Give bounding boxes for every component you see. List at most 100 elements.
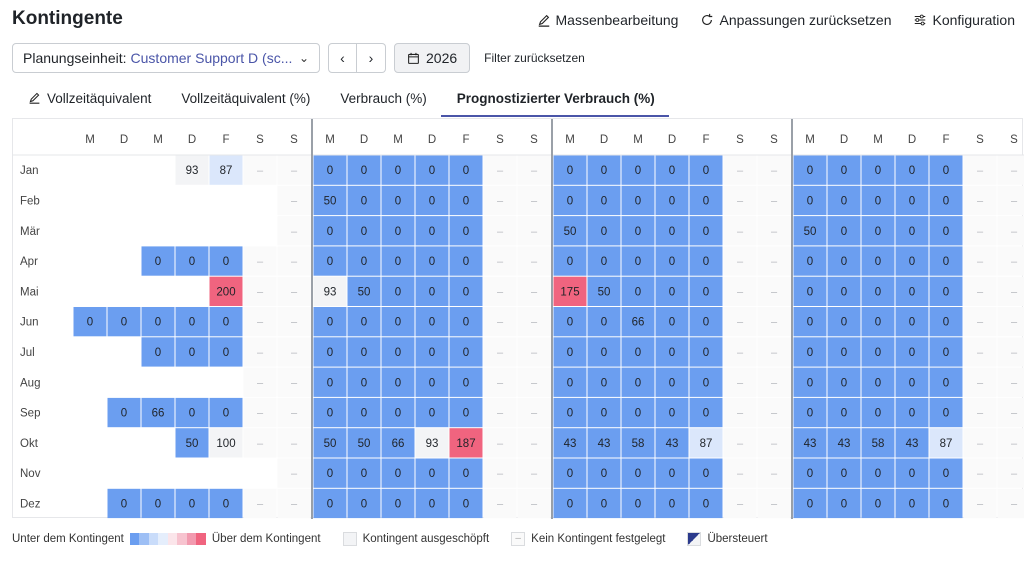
- grid-cell-empty[interactable]: [243, 397, 277, 428]
- grid-cell[interactable]: [175, 155, 209, 185]
- grid-cell-empty[interactable]: [757, 155, 791, 185]
- grid-cell[interactable]: [793, 307, 827, 337]
- grid-cell[interactable]: [553, 185, 587, 216]
- grid-cell[interactable]: [381, 428, 415, 458]
- grid-cell[interactable]: [793, 246, 827, 276]
- grid-cell[interactable]: [793, 458, 827, 488]
- grid-cell-empty[interactable]: [483, 488, 517, 519]
- grid-cell[interactable]: [415, 458, 449, 488]
- grid-cell-empty[interactable]: [517, 397, 551, 428]
- grid-cell[interactable]: [621, 307, 655, 337]
- grid-cell[interactable]: [655, 397, 689, 428]
- grid-cell-empty[interactable]: [517, 337, 551, 367]
- grid-cell[interactable]: [793, 428, 827, 458]
- grid-cell[interactable]: [827, 216, 861, 246]
- grid-cell[interactable]: [347, 155, 381, 185]
- grid-cell[interactable]: [347, 185, 381, 216]
- grid-cell-empty[interactable]: [757, 246, 791, 276]
- next-year-button[interactable]: ›: [357, 43, 386, 73]
- grid-cell[interactable]: [313, 337, 347, 367]
- grid-cell[interactable]: [689, 367, 723, 397]
- grid-cell-empty[interactable]: [483, 307, 517, 337]
- grid-cell[interactable]: [929, 185, 963, 216]
- grid-cell[interactable]: [415, 367, 449, 397]
- grid-cell-empty[interactable]: [483, 155, 517, 185]
- grid-cell[interactable]: [175, 307, 209, 337]
- grid-cell[interactable]: [861, 428, 895, 458]
- grid-cell-empty[interactable]: [243, 246, 277, 276]
- grid-cell[interactable]: [313, 428, 347, 458]
- grid-cell[interactable]: [449, 276, 483, 306]
- grid-cell[interactable]: [415, 488, 449, 519]
- grid-cell[interactable]: [141, 337, 175, 367]
- grid-cell[interactable]: [381, 337, 415, 367]
- grid-cell-empty[interactable]: [517, 307, 551, 337]
- grid-cell[interactable]: [587, 337, 621, 367]
- grid-cell[interactable]: [553, 428, 587, 458]
- grid-cell-empty[interactable]: [277, 488, 311, 519]
- grid-cell[interactable]: [415, 246, 449, 276]
- grid-cell-empty[interactable]: [963, 276, 997, 306]
- grid-cell[interactable]: [553, 307, 587, 337]
- grid-cell[interactable]: [587, 397, 621, 428]
- grid-cell-empty[interactable]: [723, 185, 757, 216]
- grid-cell-empty[interactable]: [723, 216, 757, 246]
- planning-unit-select[interactable]: Planungseinheit: Customer Support D (sc.…: [12, 43, 320, 73]
- grid-cell-empty[interactable]: [963, 367, 997, 397]
- grid-cell[interactable]: [449, 458, 483, 488]
- grid-cell-empty[interactable]: [243, 276, 277, 306]
- grid-cell[interactable]: [895, 307, 929, 337]
- grid-cell[interactable]: [895, 488, 929, 519]
- grid-cell[interactable]: [141, 397, 175, 428]
- grid-cell[interactable]: [141, 246, 175, 276]
- grid-cell-empty[interactable]: [963, 307, 997, 337]
- grid-cell-empty[interactable]: [517, 155, 551, 185]
- year-picker-button[interactable]: 2026: [394, 43, 471, 73]
- grid-cell-empty[interactable]: [517, 458, 551, 488]
- grid-cell[interactable]: [793, 488, 827, 519]
- grid-cell[interactable]: [827, 428, 861, 458]
- grid-cell[interactable]: [347, 488, 381, 519]
- grid-cell[interactable]: [861, 337, 895, 367]
- grid-cell[interactable]: [793, 337, 827, 367]
- grid-cell[interactable]: [793, 397, 827, 428]
- grid-cell[interactable]: [895, 458, 929, 488]
- grid-cell-empty[interactable]: [757, 276, 791, 306]
- grid-cell[interactable]: [381, 307, 415, 337]
- grid-cell-empty[interactable]: [757, 216, 791, 246]
- grid-cell-empty[interactable]: [757, 185, 791, 216]
- grid-cell[interactable]: [107, 307, 141, 337]
- grid-cell[interactable]: [827, 367, 861, 397]
- grid-cell-empty[interactable]: [963, 397, 997, 428]
- grid-cell[interactable]: [175, 337, 209, 367]
- grid-cell[interactable]: [209, 488, 243, 519]
- grid-cell[interactable]: [587, 307, 621, 337]
- grid-cell-empty[interactable]: [243, 307, 277, 337]
- grid-cell[interactable]: [689, 155, 723, 185]
- grid-cell-empty[interactable]: [757, 307, 791, 337]
- grid-cell[interactable]: [827, 185, 861, 216]
- reset-filter-link[interactable]: Filter zurücksetzen: [484, 51, 585, 65]
- grid-cell[interactable]: [827, 307, 861, 337]
- grid-cell[interactable]: [895, 276, 929, 306]
- grid-cell[interactable]: [553, 397, 587, 428]
- grid-cell-empty[interactable]: [963, 458, 997, 488]
- grid-cell[interactable]: [621, 337, 655, 367]
- grid-cell-empty[interactable]: [277, 458, 311, 488]
- grid-cell[interactable]: [415, 337, 449, 367]
- grid-cell[interactable]: [449, 367, 483, 397]
- grid-cell-empty[interactable]: [723, 155, 757, 185]
- grid-cell[interactable]: [347, 397, 381, 428]
- grid-cell[interactable]: [793, 216, 827, 246]
- grid-cell[interactable]: [175, 397, 209, 428]
- grid-cell[interactable]: [793, 155, 827, 185]
- grid-cell-empty[interactable]: [723, 246, 757, 276]
- grid-cell[interactable]: [313, 155, 347, 185]
- grid-cell-empty[interactable]: [277, 397, 311, 428]
- grid-cell[interactable]: [449, 155, 483, 185]
- grid-cell-empty[interactable]: [483, 428, 517, 458]
- grid-cell[interactable]: [587, 185, 621, 216]
- grid-cell[interactable]: [347, 216, 381, 246]
- grid-cell-empty[interactable]: [243, 155, 277, 185]
- grid-cell[interactable]: [313, 185, 347, 216]
